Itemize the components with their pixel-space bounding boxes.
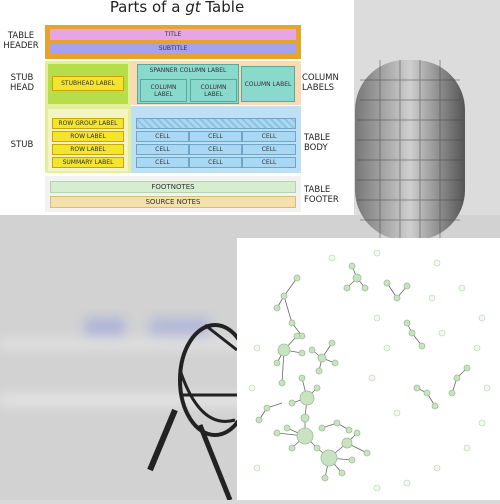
stub-row-group-label: ROW GROUP LABEL <box>52 118 124 129</box>
cell: CELL <box>242 157 296 168</box>
label-table-body: TABLE BODY <box>304 133 331 153</box>
gt-table-diagram: Parts of a gt Table TABLE HEADER STUB HEAD… <box>0 0 354 215</box>
cell: CELL <box>189 157 242 168</box>
source-notes-box: SOURCE NOTES <box>50 196 296 208</box>
cell: CELL <box>136 157 189 168</box>
label-column-labels: COLUMN LABELS <box>302 73 339 93</box>
label-stub: STUB <box>10 140 34 150</box>
label-stub-head: STUB HEAD <box>9 73 35 93</box>
spanner-column-label: SPANNER COLUMN LABEL <box>149 67 227 74</box>
column-label: COLUMN LABEL <box>190 79 237 102</box>
stub-summary-label: SUMMARY LABEL <box>52 157 124 168</box>
stubhead-label: STUBHEAD LABEL <box>52 76 124 91</box>
microphone-icon <box>355 60 465 240</box>
subtitle-box: SUBTITLE <box>50 43 296 54</box>
cell: CELL <box>136 144 189 155</box>
column-label: COLUMN LABEL <box>241 66 295 102</box>
mic-stand-icon <box>147 323 252 500</box>
column-label: COLUMN LABEL <box>140 79 187 102</box>
cell: CELL <box>242 131 296 142</box>
row-group-row <box>136 118 296 129</box>
network-graph-image <box>237 238 500 500</box>
cell: CELL <box>136 131 189 142</box>
cell: CELL <box>242 144 296 155</box>
cell: CELL <box>189 144 242 155</box>
label-table-header: TABLE HEADER <box>3 31 39 51</box>
network-graph <box>248 249 491 492</box>
label-table-footer: TABLE FOOTER <box>304 185 339 205</box>
footnotes-box: FOOTNOTES <box>50 181 296 193</box>
cell: CELL <box>189 131 242 142</box>
stub-row-label: ROW LABEL <box>52 144 124 155</box>
stub-row-label: ROW LABEL <box>52 131 124 142</box>
diagram-title: Parts of a gt Table <box>109 0 245 16</box>
title-box: TITLE <box>50 29 296 40</box>
